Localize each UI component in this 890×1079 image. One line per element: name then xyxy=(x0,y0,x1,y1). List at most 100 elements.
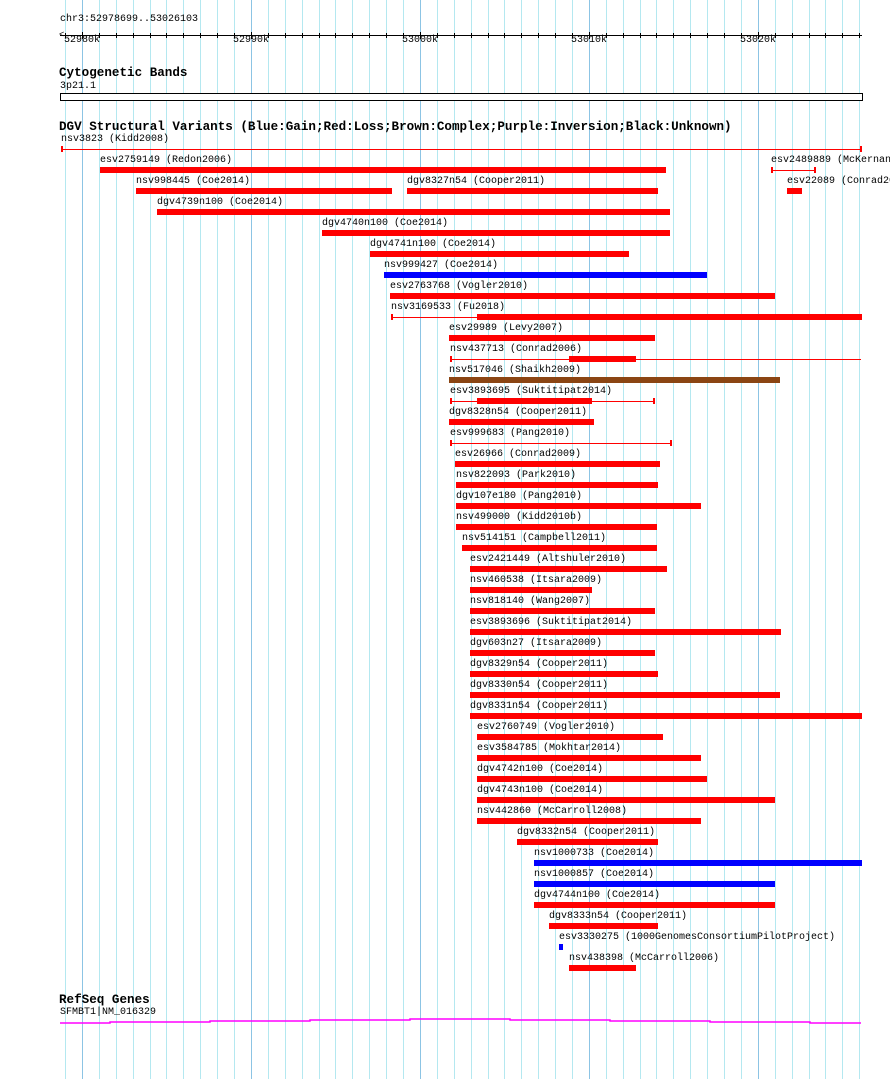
ruler-tick xyxy=(319,33,320,38)
ruler-tick xyxy=(606,33,607,38)
variant-label: nsv1000857 (Coe2014) xyxy=(534,869,655,880)
ruler-tick xyxy=(386,33,387,38)
variant-label: nsv1000733 (Coe2014) xyxy=(534,848,655,859)
gene-line xyxy=(60,1018,861,1024)
variant-bar-loss[interactable] xyxy=(456,524,657,530)
ruler-tick xyxy=(504,33,505,38)
variant-bar-loss[interactable] xyxy=(470,629,781,635)
variant-label: nsv999427 (Coe2014) xyxy=(384,260,499,271)
ruler-tick xyxy=(707,33,708,38)
variant-bar-loss[interactable] xyxy=(322,230,670,236)
ruler-tick xyxy=(420,32,421,39)
variant-span-line[interactable] xyxy=(450,359,861,360)
variant-bar-loss[interactable] xyxy=(517,839,658,845)
variant-bar-loss[interactable] xyxy=(470,566,667,572)
variant-bar-loss[interactable] xyxy=(449,335,655,341)
variant-label: esv2421449 (Altshuler2010) xyxy=(470,554,627,565)
variant-start-cap xyxy=(450,356,452,362)
variant-label: esv3893696 (Suktitipat2014) xyxy=(470,617,633,628)
variant-end-cap xyxy=(653,398,655,404)
variant-start-cap xyxy=(771,167,773,173)
variant-bar-loss[interactable] xyxy=(477,797,775,803)
variant-label: nsv3169533 (Fu2018) xyxy=(391,302,506,313)
variant-label: dgv8330n54 (Cooper2011) xyxy=(470,680,609,691)
variant-label: nsv822093 (Park2010) xyxy=(456,470,577,481)
variant-bar-loss[interactable] xyxy=(569,356,636,362)
variant-label: nsv442860 (McCarroll2008) xyxy=(477,806,628,817)
ruler-tick xyxy=(538,33,539,38)
ruler-tick xyxy=(234,33,235,38)
ruler-tick xyxy=(99,33,100,38)
gene-sfmbt1[interactable] xyxy=(0,1012,890,1028)
cytoband-3p21-1[interactable] xyxy=(60,93,863,101)
ruler-tick xyxy=(842,33,843,38)
variant-bar-loss[interactable] xyxy=(100,167,666,173)
ruler-tick xyxy=(133,33,134,38)
ruler-tick xyxy=(82,32,83,39)
variant-bar-loss[interactable] xyxy=(470,650,655,656)
ruler-tick xyxy=(183,33,184,38)
variant-bar-loss[interactable] xyxy=(136,188,392,194)
variant-span-line[interactable] xyxy=(771,170,815,171)
variant-bar-loss[interactable] xyxy=(477,755,701,761)
variant-bar-loss[interactable] xyxy=(569,965,636,971)
variant-bar-loss[interactable] xyxy=(549,923,658,929)
variant-bar-loss[interactable] xyxy=(449,419,594,425)
variant-bar-loss[interactable] xyxy=(470,713,862,719)
ruler-tick xyxy=(471,33,472,38)
variant-span-line[interactable] xyxy=(61,149,861,150)
variant-bar-loss[interactable] xyxy=(477,398,592,404)
variant-bar-loss[interactable] xyxy=(477,818,701,824)
ruler-tick xyxy=(792,33,793,38)
variant-label: dgv4743n100 (Coe2014) xyxy=(477,785,604,796)
variant-bar-gain[interactable] xyxy=(384,272,707,278)
variant-label: dgv8331n54 (Cooper2011) xyxy=(470,701,609,712)
variant-bar-loss[interactable] xyxy=(390,293,775,299)
variant-bar-loss[interactable] xyxy=(477,776,707,782)
ruler-tick xyxy=(166,33,167,38)
variant-bar-loss[interactable] xyxy=(157,209,670,215)
variant-bar-loss[interactable] xyxy=(534,902,775,908)
variant-label: esv22089 (Conrad2009) xyxy=(787,176,890,187)
variant-bar-loss[interactable] xyxy=(407,188,658,194)
ruler-tick xyxy=(775,33,776,38)
ruler-tick xyxy=(454,33,455,38)
variant-label: dgv4742n100 (Coe2014) xyxy=(477,764,604,775)
variant-bar-loss[interactable] xyxy=(477,314,862,320)
variant-bar-loss[interactable] xyxy=(462,545,657,551)
ruler-tick xyxy=(809,33,810,38)
ruler-tick xyxy=(217,33,218,38)
variant-label: esv26966 (Conrad2009) xyxy=(455,449,582,460)
variant-bar-loss[interactable] xyxy=(470,587,592,593)
variant-label: esv2763768 (Vogler2010) xyxy=(390,281,529,292)
variant-bar-loss[interactable] xyxy=(470,608,655,614)
ruler-tick xyxy=(437,33,438,38)
variant-bar-loss[interactable] xyxy=(455,461,660,467)
variant-bar-loss[interactable] xyxy=(470,671,658,677)
variant-bar-gain[interactable] xyxy=(559,944,563,950)
dgv-track-title: DGV Structural Variants (Blue:Gain;Red:L… xyxy=(59,120,732,134)
variant-bar-gain[interactable] xyxy=(534,881,775,887)
ruler-tick xyxy=(859,33,860,38)
variant-bar-loss[interactable] xyxy=(470,692,780,698)
ruler-tick xyxy=(352,33,353,38)
variant-bar-loss[interactable] xyxy=(370,251,629,257)
cytoband-label: 3p21.1 xyxy=(60,81,97,92)
variant-start-cap xyxy=(391,314,393,320)
variant-end-cap xyxy=(860,146,862,152)
ruler-tick xyxy=(150,33,151,38)
variant-label: dgv8329n54 (Cooper2011) xyxy=(470,659,609,670)
ruler-tick xyxy=(572,33,573,38)
variant-bar-loss[interactable] xyxy=(456,482,658,488)
variant-bar-loss[interactable] xyxy=(787,188,802,194)
variant-bar-gain[interactable] xyxy=(534,860,862,866)
variant-span-line[interactable] xyxy=(450,443,671,444)
variant-start-cap xyxy=(450,440,452,446)
variant-end-cap xyxy=(670,440,672,446)
ruler-tick xyxy=(741,33,742,38)
variant-bar-loss[interactable] xyxy=(477,734,663,740)
variant-bar-loss[interactable] xyxy=(456,503,701,509)
variant-bar-complex[interactable] xyxy=(449,377,780,383)
ruler-tick xyxy=(251,32,252,39)
